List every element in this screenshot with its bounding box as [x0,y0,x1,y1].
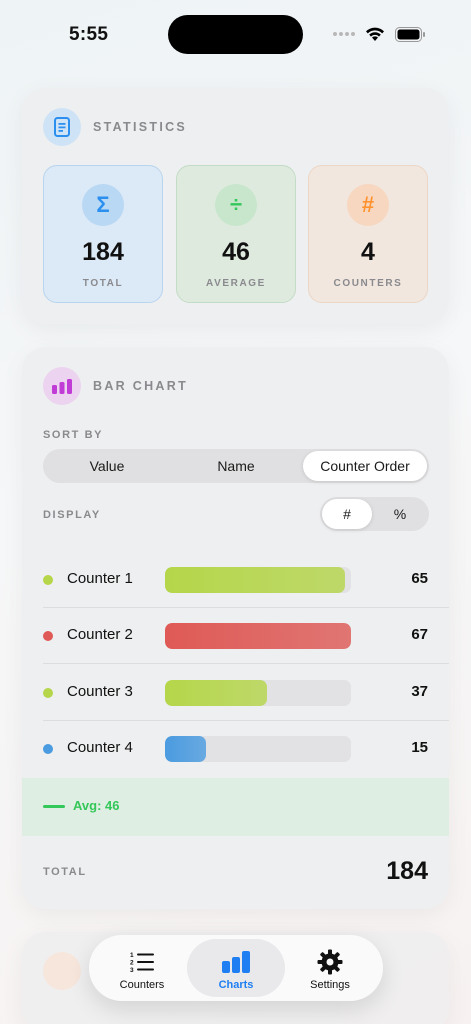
cellular-signal-icon [333,32,355,36]
display-label: DISPLAY [43,509,101,521]
bar-chart-title: BAR CHART [93,379,188,393]
bar-chart-card: BAR CHART SORT BY Value Name Counter Ord… [22,347,449,909]
status-icons [333,26,426,42]
sort-option-name[interactable]: Name [217,458,255,474]
hash-icon: # [347,184,389,226]
row-name: Counter 3 [67,683,133,700]
wifi-icon [365,26,385,42]
chart-row: Counter 3 37 [22,665,449,721]
stat-tile-counters: # 4 COUNTERS [308,165,428,303]
stat-tile-total: Σ 184 TOTAL [43,165,163,303]
row-value: 37 [411,683,428,700]
average-band: Avg: 46 [22,778,449,836]
row-color-dot [43,744,53,754]
bar-fill [165,680,268,706]
statistics-title: STATISTICS [93,120,188,134]
bar-chart-header: BAR CHART [43,367,188,405]
stat-label-counters: COUNTERS [333,278,403,289]
row-name: Counter 1 [67,570,133,587]
bar-chart-icon [43,367,81,405]
row-color-dot [43,575,53,585]
row-name: Counter 2 [67,626,133,643]
display-option-count[interactable]: # [322,499,372,529]
tab-settings[interactable]: Settings [281,939,379,997]
document-icon [43,108,81,146]
row-divider [43,720,449,721]
statistics-header: STATISTICS [43,108,187,146]
list-numbered-icon: 1 2 3 [93,947,191,977]
display-segmented-control[interactable]: # % [320,497,429,531]
stat-tile-average: ÷ 46 AVERAGE [176,165,296,303]
row-value: 65 [411,570,428,587]
bar-track [165,680,351,706]
row-value: 67 [411,626,428,643]
stat-value-total: 184 [82,238,124,266]
bar-track [165,623,351,649]
tab-charts-label: Charts [218,979,254,991]
chart-row: Counter 1 65 [22,552,449,608]
row-name: Counter 4 [67,739,133,756]
bar-fill [165,736,206,762]
stat-value-counters: 4 [361,238,375,266]
display-option-percent[interactable]: % [393,506,407,522]
row-color-dot [43,631,53,641]
dynamic-island [168,15,303,54]
divide-icon: ÷ [215,184,257,226]
bar-chart-icon [187,947,285,977]
total-value: 184 [386,857,428,885]
row-divider [43,607,449,608]
stat-label-total: TOTAL [82,278,124,289]
status-bar: 5:55 [0,0,471,70]
sort-option-counter-order[interactable]: Counter Order [303,451,427,481]
tab-counters-label: Counters [119,979,165,991]
row-value: 15 [411,739,428,756]
battery-icon [395,26,426,42]
tab-charts[interactable]: Charts [187,939,285,997]
sigma-icon: Σ [82,184,124,226]
status-time: 5:55 [69,24,109,45]
svg-text:3: 3 [130,967,134,973]
pie-chart-icon [43,952,81,990]
bar-fill [165,623,351,649]
row-divider [43,663,449,664]
stat-value-average: 46 [222,238,250,266]
tab-bar: 1 2 3 Counters Charts [89,935,383,1001]
average-label: Avg: 46 [73,798,120,813]
tab-settings-label: Settings [310,979,350,991]
bar-track [165,567,351,593]
stat-label-average: AVERAGE [206,278,266,289]
chart-row: Counter 2 67 [22,608,449,664]
total-label: TOTAL [43,866,87,878]
average-line-icon [43,805,65,808]
tab-counters[interactable]: 1 2 3 Counters [93,939,191,997]
bar-fill [165,567,346,593]
gear-icon [281,947,379,977]
bar-track [165,736,351,762]
chart-row: Counter 4 15 [22,721,449,777]
sort-segmented-control[interactable]: Value Name Counter Order [43,449,429,483]
svg-text:2: 2 [130,960,134,967]
row-color-dot [43,688,53,698]
svg-text:1: 1 [130,952,134,959]
statistics-card: STATISTICS Σ 184 TOTAL ÷ 46 AVERAGE # 4 … [22,88,449,324]
sort-by-label: SORT BY [43,429,104,441]
sort-option-value[interactable]: Value [89,458,125,474]
